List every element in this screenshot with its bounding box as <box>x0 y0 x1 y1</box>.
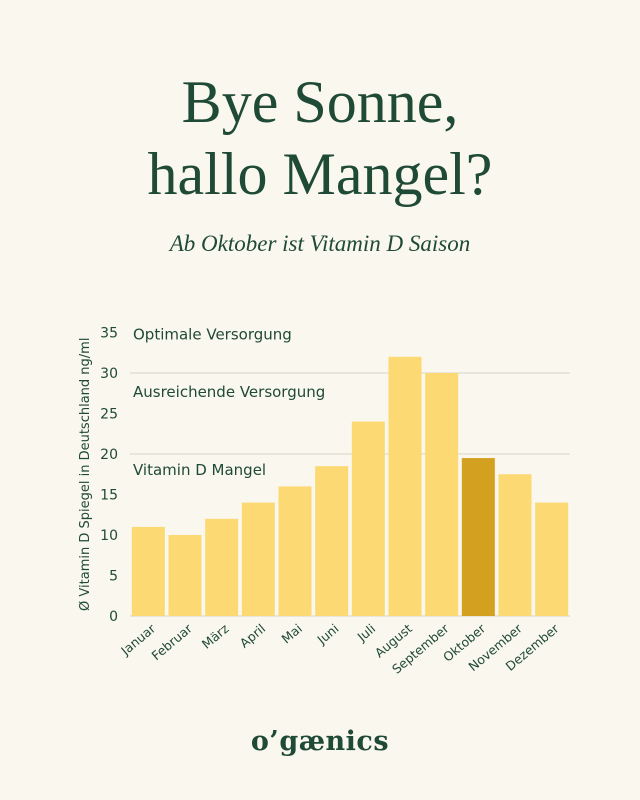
y-tick-label: 25 <box>100 407 118 423</box>
bar-juni <box>315 466 349 616</box>
y-tick-label: 20 <box>100 447 118 463</box>
x-tick-label: März <box>199 621 232 652</box>
bar-oktober <box>461 458 495 616</box>
bar-juli <box>351 421 385 616</box>
y-tick-label: 35 <box>100 326 118 342</box>
bar-august <box>388 356 422 616</box>
y-tick-label: 5 <box>109 569 118 585</box>
bar-januar <box>131 526 165 616</box>
bar-dezember <box>535 502 569 616</box>
zone-label: Ausreichende Versorgung <box>133 383 325 401</box>
bar-mai <box>278 486 312 616</box>
x-tick-label: Juni <box>314 621 342 648</box>
x-tick-label: Juli <box>354 621 379 645</box>
y-tick-label: 15 <box>100 488 118 504</box>
y-tick-label: 0 <box>109 609 118 625</box>
y-tick-label: 30 <box>100 366 118 382</box>
x-tick-label: April <box>237 621 269 651</box>
y-axis-label: Ø Vitamin D Spiegel in Deutschland ng/ml <box>78 338 93 611</box>
vitamin-d-bar-chart: 0 5 10 15 20 25 30 35 Ø Vitamin D Spiegel in Deu… <box>78 326 570 677</box>
x-tick-label: Februar <box>149 620 196 663</box>
bar-februar <box>168 535 202 616</box>
title-line-2: hallo Mangel? <box>147 141 493 207</box>
bar-november <box>498 474 532 616</box>
x-tick-label: Mai <box>278 621 304 647</box>
subtitle: Ab Oktober ist Vitamin D Saison <box>169 231 471 256</box>
bar-april <box>241 502 275 616</box>
bar-september <box>425 373 459 616</box>
brand-logo: o’gænics <box>250 726 390 757</box>
zone-label: Optimale Versorgung <box>133 326 292 344</box>
title-line-1: Bye Sonne, <box>181 69 459 135</box>
bar-märz <box>205 518 239 616</box>
y-tick-label: 10 <box>100 528 118 544</box>
zone-label: Vitamin D Mangel <box>133 461 266 479</box>
